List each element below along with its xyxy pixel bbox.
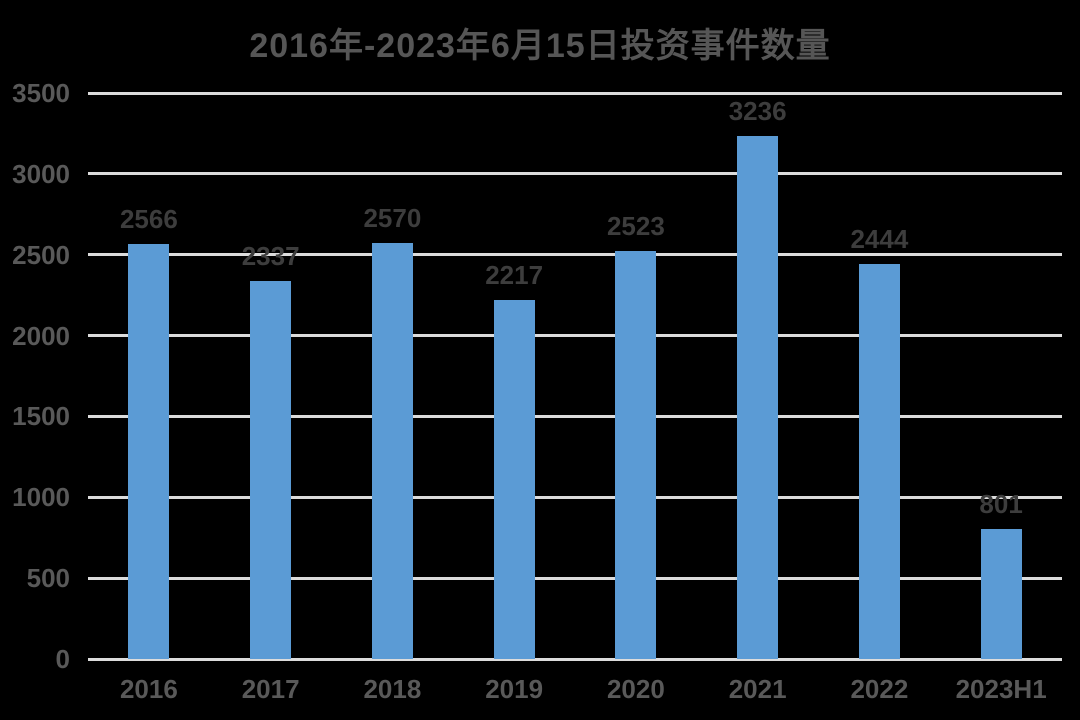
bar-2017 bbox=[250, 281, 292, 659]
x-axis-tick-label-2016: 2016 bbox=[119, 674, 178, 704]
bar-value-label-2018: 2570 bbox=[363, 203, 422, 234]
bar-2016 bbox=[128, 244, 170, 659]
gridline-1500 bbox=[88, 414, 1062, 418]
bar-value-label-2020: 2523 bbox=[606, 210, 665, 241]
bar-2021 bbox=[737, 135, 779, 659]
bar-2019 bbox=[493, 300, 535, 659]
bar-2022 bbox=[858, 263, 900, 659]
y-axis-tick-label-2500: 2500 bbox=[12, 239, 70, 270]
bar-2018 bbox=[371, 243, 413, 659]
x-axis-tick-label-2021: 2021 bbox=[728, 674, 787, 704]
bar-value-label-2022: 2444 bbox=[850, 223, 909, 254]
gridline-2500 bbox=[88, 253, 1062, 257]
y-axis-tick-label-2000: 2000 bbox=[12, 320, 70, 351]
gridline-2000 bbox=[88, 334, 1062, 338]
y-axis-tick-label-1000: 1000 bbox=[12, 482, 70, 513]
bar-value-label-2023H1: 801 bbox=[979, 489, 1023, 520]
bar-value-label-2016: 2566 bbox=[119, 204, 178, 235]
y-axis-tick-label-3000: 3000 bbox=[12, 158, 70, 189]
gridline-0 bbox=[88, 657, 1062, 661]
x-axis-tick-label-2019: 2019 bbox=[485, 674, 544, 704]
y-axis-tick-label-1500: 1500 bbox=[12, 401, 70, 432]
chart-title: 2016年-2023年6月15日投资事件数量 bbox=[249, 27, 831, 65]
plot-area bbox=[88, 91, 1062, 661]
x-axis-tick-label-2022: 2022 bbox=[850, 674, 909, 704]
gridline-1000 bbox=[88, 495, 1062, 499]
gridline-500 bbox=[88, 576, 1062, 580]
y-axis-tick-label-3500: 3500 bbox=[12, 78, 70, 108]
gridline-3000 bbox=[88, 172, 1062, 176]
gridline-3500 bbox=[88, 91, 1062, 95]
bar-value-label-2019: 2217 bbox=[485, 260, 544, 291]
x-axis-tick-label-2023H1: 2023H1 bbox=[955, 674, 1047, 704]
x-axis-tick-label-2018: 2018 bbox=[363, 674, 422, 704]
y-axis-tick-label-500: 500 bbox=[26, 563, 70, 594]
bar-2023H1 bbox=[980, 529, 1022, 659]
bar-2020 bbox=[615, 251, 657, 659]
bar-value-label-2017: 2337 bbox=[241, 241, 300, 272]
y-axis-tick-label-0: 0 bbox=[55, 644, 70, 674]
bar-value-label-2021: 3236 bbox=[728, 95, 787, 126]
x-axis-tick-label-2017: 2017 bbox=[241, 674, 300, 704]
x-axis-tick-label-2020: 2020 bbox=[606, 674, 665, 704]
